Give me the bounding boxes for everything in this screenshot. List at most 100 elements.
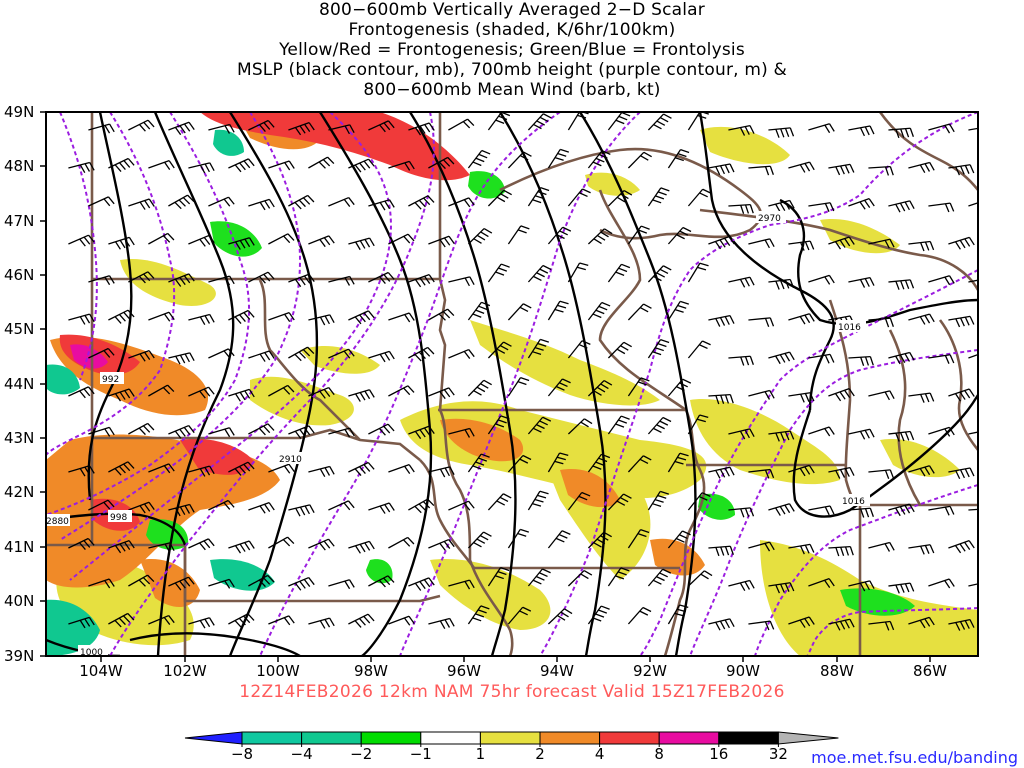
wind-barb xyxy=(168,194,195,210)
mslp-contour-8 xyxy=(698,112,835,411)
wind-barb xyxy=(667,226,692,245)
wind-barb xyxy=(348,158,375,173)
wind-barb xyxy=(968,353,978,359)
wind-barb xyxy=(128,198,155,210)
lake-superior-shore xyxy=(499,147,763,240)
wind-barb xyxy=(88,347,115,359)
credit-link[interactable]: moe.met.fsu.edu/banding xyxy=(811,748,1018,767)
wind-barb xyxy=(808,202,835,212)
wind-barb xyxy=(928,505,955,516)
wind-barb xyxy=(868,541,895,552)
wind-barb xyxy=(708,618,735,631)
wind-barb xyxy=(348,389,375,402)
wind-barb xyxy=(168,273,195,287)
colorbar-label: 8 xyxy=(654,745,664,763)
lon-label: 94W xyxy=(540,662,574,680)
wind-barb xyxy=(68,161,95,174)
colorbar-left-arrow xyxy=(184,731,243,745)
wind-barb xyxy=(288,504,315,517)
run-info: 12Z14FEB2026 12km NAM 75hr forecast Vali… xyxy=(239,682,785,702)
frontogenesis-weak-band-12 xyxy=(300,345,380,374)
wind-barb xyxy=(268,312,295,323)
wind-barb xyxy=(587,605,610,625)
map-axes: 49N 48N 47N 46N 45N 44N 43N 42N 41N 40N 39N 104W 102… xyxy=(4,103,947,680)
chart-title: 800−600mb Vertically Averaged 2−D Scalar… xyxy=(0,0,1024,100)
sd-river-border xyxy=(258,279,361,441)
wind-barb xyxy=(748,165,774,176)
wind-barb xyxy=(448,276,475,287)
wind-barb xyxy=(788,161,815,173)
wind-barb xyxy=(308,386,335,399)
frontogenesis-weak-band-10 xyxy=(700,126,790,165)
wind-barb xyxy=(948,467,975,480)
wind-barb xyxy=(88,426,115,437)
frontolysis-weak-area-1 xyxy=(210,221,262,257)
wind-barb xyxy=(567,491,591,511)
colorbar-label: −1 xyxy=(410,745,432,763)
wind-barb xyxy=(228,461,255,476)
wind-barb xyxy=(808,578,835,589)
wind-barb xyxy=(428,538,455,551)
wind-barb xyxy=(288,346,315,362)
wind-barb xyxy=(968,202,978,207)
wind-barb xyxy=(188,313,215,326)
wind-barb xyxy=(467,531,492,549)
wind-barb xyxy=(828,236,855,250)
wind-barb xyxy=(828,618,855,631)
wind-barb xyxy=(348,461,375,477)
wind-barb xyxy=(268,384,295,397)
wind-barb xyxy=(547,452,569,473)
wind-barb xyxy=(888,200,915,213)
wind-barb xyxy=(607,263,631,283)
wind-barb xyxy=(928,123,955,134)
wind-barb xyxy=(728,203,754,214)
wind-barb xyxy=(168,352,195,365)
lon-label: 100W xyxy=(256,662,300,680)
wind-barb xyxy=(328,275,355,286)
lon-label: 88W xyxy=(820,662,854,680)
frontolysis-moderate-area-1 xyxy=(46,599,100,656)
wind-barb xyxy=(708,466,735,479)
wind-barb xyxy=(467,453,490,473)
wind-barb xyxy=(948,315,975,328)
wind-barb xyxy=(88,275,115,286)
wind-barb xyxy=(248,119,275,132)
red-river-mississippi-border xyxy=(438,409,514,656)
wind-barb xyxy=(68,313,95,325)
frontogenesis-weak-band-2 xyxy=(470,320,660,406)
height-contour-9 xyxy=(539,112,978,656)
wind-barb xyxy=(467,149,491,169)
lat-label: 48N xyxy=(4,157,34,175)
wind-barb xyxy=(68,616,95,629)
wind-barb xyxy=(168,503,195,517)
wind-barb xyxy=(188,465,215,477)
wind-barb xyxy=(627,529,650,549)
wind-barb xyxy=(587,228,613,245)
wind-barb xyxy=(208,499,235,511)
height-contour-2 xyxy=(46,112,176,456)
wind-barb xyxy=(908,161,935,174)
lat-label: 43N xyxy=(4,429,34,447)
wind-barb xyxy=(408,577,435,591)
wind-barb xyxy=(808,426,835,437)
wind-barb xyxy=(808,123,835,134)
wind-barb xyxy=(888,503,915,517)
wind-barb xyxy=(248,423,275,436)
wind-barb xyxy=(448,197,475,208)
height-contour-1 xyxy=(59,112,98,381)
wind-barb xyxy=(368,502,395,514)
wind-barb xyxy=(288,425,315,439)
colorbar-right-arrow xyxy=(777,731,839,745)
wind-barb xyxy=(848,428,875,440)
wind-barb xyxy=(868,317,894,328)
wind-barb xyxy=(788,392,815,403)
wind-barb xyxy=(868,165,894,176)
wind-barb xyxy=(388,536,415,549)
wind-barb xyxy=(728,276,755,288)
wind-barb xyxy=(848,580,875,592)
mslp-contour-13 xyxy=(129,632,301,656)
wind-barb xyxy=(308,617,335,629)
lon-label: 102W xyxy=(163,662,207,680)
colorbar-segment xyxy=(241,731,303,745)
